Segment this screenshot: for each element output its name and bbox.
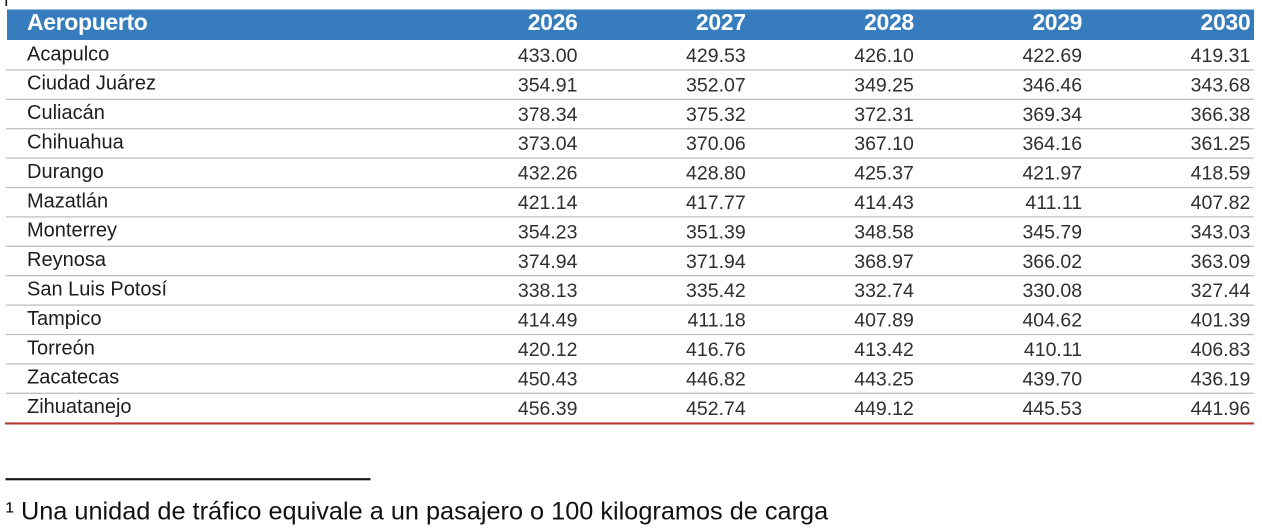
svg-text:443.25: 443.25 (854, 368, 914, 390)
svg-text:429.53: 429.53 (686, 45, 746, 67)
svg-text:Aeropuerto: Aeropuerto (27, 9, 148, 35)
svg-text:373.04: 373.04 (518, 133, 578, 155)
svg-text:351.39: 351.39 (686, 221, 746, 243)
svg-text:411.11: 411.11 (1025, 192, 1082, 214)
svg-text:425.37: 425.37 (854, 163, 914, 185)
svg-text:368.97: 368.97 (854, 251, 914, 273)
svg-text:332.74: 332.74 (854, 280, 914, 302)
svg-text:446.82: 446.82 (686, 368, 746, 390)
svg-text:363.09: 363.09 (1191, 251, 1251, 273)
svg-text:374.94: 374.94 (518, 251, 578, 273)
svg-text:372.31: 372.31 (854, 104, 914, 126)
svg-text:354.23: 354.23 (518, 221, 578, 243)
svg-text:416.76: 416.76 (686, 339, 746, 361)
svg-text:Zihuatanejo: Zihuatanejo (27, 396, 132, 418)
svg-text:Durango: Durango (27, 161, 104, 183)
svg-text:370.06: 370.06 (686, 133, 746, 155)
svg-text:330.08: 330.08 (1022, 280, 1082, 302)
svg-text:411.18: 411.18 (687, 310, 745, 332)
svg-text:432.26: 432.26 (518, 163, 578, 185)
svg-text:406.83: 406.83 (1191, 339, 1251, 361)
svg-text:418.59: 418.59 (1191, 163, 1251, 185)
svg-text:439.70: 439.70 (1022, 368, 1082, 390)
svg-text:414.49: 414.49 (518, 310, 578, 332)
svg-text:2027: 2027 (696, 9, 746, 35)
svg-text:2029: 2029 (1032, 9, 1082, 35)
svg-text:421.14: 421.14 (518, 192, 578, 214)
svg-text:343.68: 343.68 (1191, 74, 1251, 96)
svg-text:352.07: 352.07 (686, 74, 746, 96)
svg-text:450.43: 450.43 (518, 368, 578, 390)
svg-text:456.39: 456.39 (518, 398, 578, 420)
svg-text:369.34: 369.34 (1022, 104, 1082, 126)
svg-text:364.16: 364.16 (1022, 133, 1082, 155)
svg-text:346.46: 346.46 (1022, 74, 1082, 96)
svg-text:366.38: 366.38 (1191, 104, 1251, 126)
svg-text:327.44: 327.44 (1191, 280, 1251, 302)
svg-text:433.00: 433.00 (518, 45, 578, 67)
svg-text:371.94: 371.94 (686, 251, 746, 273)
svg-text:445.53: 445.53 (1022, 398, 1082, 420)
svg-text:Tampico: Tampico (27, 308, 101, 330)
svg-text:407.89: 407.89 (854, 310, 914, 332)
svg-text:Chihuahua: Chihuahua (27, 132, 125, 154)
svg-text:348.58: 348.58 (854, 221, 914, 243)
svg-text:367.10: 367.10 (854, 133, 914, 155)
svg-text:413.42: 413.42 (854, 339, 914, 361)
svg-text:Acapulco: Acapulco (27, 43, 109, 65)
svg-text:378.34: 378.34 (518, 104, 578, 126)
svg-text:422.69: 422.69 (1022, 45, 1082, 67)
svg-text:354.91: 354.91 (518, 74, 578, 96)
svg-text:Reynosa: Reynosa (27, 249, 107, 271)
svg-text:414.43: 414.43 (854, 192, 914, 214)
svg-text:428.80: 428.80 (686, 163, 746, 185)
svg-text:343.03: 343.03 (1191, 221, 1251, 243)
svg-text:349.25: 349.25 (854, 74, 914, 96)
svg-text:407.82: 407.82 (1191, 192, 1251, 214)
svg-text:401.39: 401.39 (1191, 310, 1251, 332)
svg-text:Ciudad Juárez: Ciudad Juárez (27, 73, 156, 95)
svg-text:338.13: 338.13 (518, 280, 578, 302)
svg-text:419.31: 419.31 (1191, 45, 1251, 67)
svg-text:410.11: 410.11 (1024, 339, 1082, 361)
svg-text:Monterrey: Monterrey (27, 220, 117, 242)
svg-text:441.96: 441.96 (1191, 398, 1251, 420)
svg-text:345.79: 345.79 (1022, 221, 1082, 243)
svg-text:375.32: 375.32 (686, 104, 746, 126)
svg-text:452.74: 452.74 (686, 398, 746, 420)
svg-text:335.42: 335.42 (686, 280, 746, 302)
svg-text:417.77: 417.77 (686, 192, 746, 214)
svg-text:2026: 2026 (528, 9, 578, 35)
svg-text:Torreón: Torreón (27, 337, 95, 359)
svg-text:361.25: 361.25 (1191, 133, 1251, 155)
svg-text:Zacatecas: Zacatecas (27, 367, 119, 389)
svg-text:¹ Una unidad de tráfico equiva: ¹ Una unidad de tráfico equivale a un pa… (6, 498, 830, 526)
svg-text:421.97: 421.97 (1022, 163, 1082, 185)
svg-text:420.12: 420.12 (518, 339, 578, 361)
svg-text:2030: 2030 (1201, 9, 1251, 35)
svg-text:San Luis Potosí: San Luis Potosí (27, 279, 168, 301)
svg-text:2028: 2028 (864, 9, 914, 35)
svg-text:366.02: 366.02 (1022, 251, 1082, 273)
svg-text:404.62: 404.62 (1022, 310, 1082, 332)
svg-text:Mazatlán: Mazatlán (27, 190, 108, 212)
svg-text:436.19: 436.19 (1191, 368, 1251, 390)
svg-text:449.12: 449.12 (854, 398, 914, 420)
svg-text:Culiacán: Culiacán (27, 102, 105, 124)
svg-text:426.10: 426.10 (854, 45, 914, 67)
